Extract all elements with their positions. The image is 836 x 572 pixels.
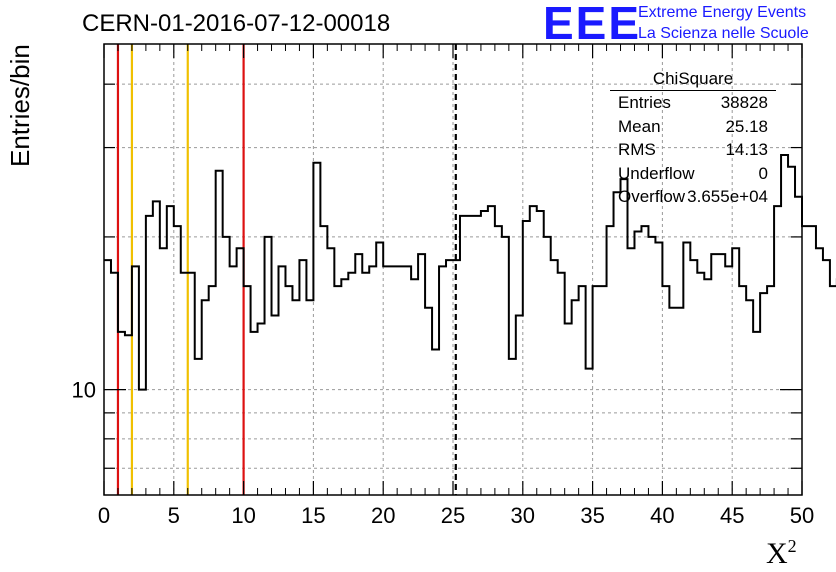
reference-lines xyxy=(116,44,457,495)
histogram-line xyxy=(104,154,836,391)
stats-box: ChiSquare Entries 38828 Mean 25.18 RMS 1… xyxy=(610,68,776,209)
stats-value: 14.13 xyxy=(725,140,768,159)
eee-logo: EEE xyxy=(543,0,642,49)
tick-labels: 0 5 10 15 20 25 30 35 40 45 50 10 xyxy=(72,378,815,528)
x-tick-label: 0 xyxy=(98,503,110,528)
stats-row-entries: Entries 38828 xyxy=(610,91,776,115)
stats-value: 25.18 xyxy=(725,116,768,136)
stats-key: RMS xyxy=(618,140,656,159)
chart-title: CERN-01-2016-07-12-00018 xyxy=(82,10,391,37)
stats-key: Overflow xyxy=(618,187,686,206)
stats-value: 38828 xyxy=(720,93,768,112)
x-tick-label: 15 xyxy=(301,503,325,528)
stats-value: 3.655e+04 xyxy=(687,187,768,206)
grid-lines xyxy=(104,44,802,495)
x-tick-label: 20 xyxy=(371,503,395,528)
x-tick-label: 40 xyxy=(650,503,674,528)
x-tick-label: 45 xyxy=(720,503,744,528)
x-axis-label-superscript: 2 xyxy=(787,536,797,556)
stats-row-rms: RMS 14.13 xyxy=(610,138,776,162)
stats-row-underflow: Underflow 0 xyxy=(610,162,776,186)
axis-ticks xyxy=(103,44,803,495)
stats-title: ChiSquare xyxy=(610,68,776,91)
stats-row-overflow: Overflow 3.655e+04 xyxy=(610,185,776,209)
stats-row-mean: Mean 25.18 xyxy=(610,115,776,139)
stats-key: Underflow xyxy=(618,163,695,183)
logo-line-2: La Scienza nelle Scuole xyxy=(638,25,809,42)
x-axis-label: X2 xyxy=(766,536,797,571)
y-tick-label: 10 xyxy=(72,378,96,403)
stats-key: Entries xyxy=(618,93,671,112)
x-tick-label: 35 xyxy=(580,503,604,528)
x-tick-label: 25 xyxy=(441,503,465,528)
stats-value: 0 xyxy=(758,163,768,183)
y-axis-label: Entries/bin xyxy=(5,44,35,167)
x-axis-label-base: X xyxy=(766,537,788,570)
x-tick-label: 5 xyxy=(168,503,180,528)
logo-line-1: Extreme Energy Events xyxy=(638,4,807,21)
stats-key: Mean xyxy=(618,116,661,136)
x-tick-label: 50 xyxy=(790,503,814,528)
x-tick-label: 30 xyxy=(511,503,535,528)
x-tick-label: 10 xyxy=(231,503,255,528)
